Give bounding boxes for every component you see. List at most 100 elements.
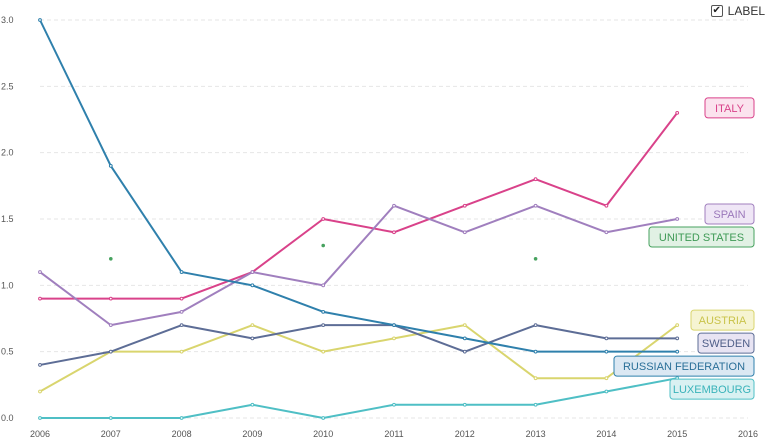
series-label-box bbox=[704, 97, 755, 119]
data-point bbox=[533, 257, 538, 261]
series-austria bbox=[38, 323, 680, 394]
data-point bbox=[38, 296, 42, 301]
label-toggle[interactable]: ✔ LABEL bbox=[710, 4, 765, 18]
data-point bbox=[250, 336, 255, 341]
series-label-box bbox=[690, 309, 755, 331]
series-label-text: SPAIN bbox=[713, 209, 745, 221]
series-line-italy bbox=[39, 111, 679, 300]
data-point bbox=[250, 283, 255, 288]
data-point bbox=[321, 349, 326, 354]
data-point bbox=[108, 416, 113, 420]
series-label-box bbox=[613, 355, 755, 377]
y-tick-label: 3.0 bbox=[1, 15, 14, 25]
data-point bbox=[675, 110, 680, 115]
data-point bbox=[179, 296, 184, 301]
data-point bbox=[38, 270, 42, 274]
data-point bbox=[108, 296, 113, 301]
data-point bbox=[38, 416, 42, 420]
data-point bbox=[108, 323, 113, 328]
data-point bbox=[675, 217, 680, 221]
y-tick-label: 2.5 bbox=[1, 81, 14, 91]
series-label-text: RUSSIAN FEDERATION bbox=[623, 361, 745, 373]
data-point bbox=[533, 402, 538, 407]
data-point bbox=[462, 402, 467, 407]
data-point bbox=[392, 402, 396, 407]
data-point bbox=[462, 230, 467, 235]
data-point bbox=[533, 349, 538, 354]
data-point bbox=[392, 323, 396, 328]
x-tick-label: 2012 bbox=[455, 429, 475, 439]
x-tick-label: 2011 bbox=[384, 429, 403, 439]
series-layer bbox=[38, 18, 750, 420]
x-tick-label: 2010 bbox=[313, 429, 333, 439]
data-point bbox=[533, 323, 538, 328]
data-point bbox=[179, 270, 184, 274]
data-point bbox=[321, 217, 326, 221]
series-label-box bbox=[648, 226, 755, 248]
series-italy bbox=[38, 110, 680, 301]
x-tick-label: 2014 bbox=[596, 429, 616, 439]
x-tick-label: 2009 bbox=[242, 429, 262, 439]
data-point bbox=[604, 349, 609, 354]
series-sweden bbox=[38, 323, 680, 367]
series-label-austria: AUSTRIA bbox=[690, 309, 755, 331]
series-label-text: ITALY bbox=[715, 103, 745, 115]
data-point bbox=[675, 349, 680, 354]
data-point bbox=[321, 243, 326, 248]
x-tick-label: 2008 bbox=[172, 429, 192, 439]
y-tick-label: 0.5 bbox=[1, 347, 14, 357]
data-point bbox=[392, 336, 396, 341]
data-point bbox=[675, 336, 680, 341]
label-checkbox[interactable]: ✔ bbox=[710, 5, 723, 17]
series-label-box bbox=[669, 378, 755, 400]
x-tick-label: 2007 bbox=[101, 429, 121, 439]
data-point bbox=[604, 389, 609, 394]
data-point bbox=[392, 230, 396, 235]
data-point bbox=[533, 376, 538, 381]
data-point bbox=[321, 416, 326, 420]
data-point bbox=[533, 177, 538, 182]
y-tick-label: 1.0 bbox=[1, 280, 14, 290]
axis-layer: 0.0 0.5 1.0 1.5 2.0 2.5 3.0 2006 2007 2008 2009 201… bbox=[1, 15, 758, 439]
series-line-austria bbox=[39, 324, 679, 393]
data-point bbox=[250, 323, 255, 328]
series-label-luxembourg: LUXEMBOURG bbox=[669, 378, 755, 400]
x-tick-label: 2006 bbox=[30, 429, 50, 439]
data-point bbox=[462, 323, 467, 328]
series-spain bbox=[38, 203, 680, 328]
data-point bbox=[321, 309, 326, 314]
series-label-united-states: UNITED STATES bbox=[648, 226, 755, 248]
series-label-text: UNITED STATES bbox=[659, 232, 744, 244]
data-point bbox=[38, 18, 42, 22]
series-line-russian-federation bbox=[39, 19, 679, 353]
data-point bbox=[533, 203, 538, 208]
data-point bbox=[462, 203, 467, 208]
series-label-text: LUXEMBOURG bbox=[673, 384, 751, 396]
data-point bbox=[392, 203, 396, 208]
data-point bbox=[604, 230, 609, 235]
data-point bbox=[321, 283, 326, 288]
data-point bbox=[604, 203, 609, 208]
data-point bbox=[109, 257, 113, 261]
series-line-spain bbox=[39, 204, 679, 327]
data-point bbox=[179, 309, 184, 314]
data-point bbox=[108, 164, 113, 168]
series-russian-federation bbox=[38, 18, 680, 354]
data-point bbox=[179, 416, 184, 420]
x-tick-label: 2016 bbox=[738, 429, 758, 439]
data-point bbox=[462, 336, 467, 341]
data-point bbox=[179, 349, 184, 354]
data-point bbox=[321, 323, 326, 328]
label-toggle-text: LABEL bbox=[727, 4, 765, 18]
data-point bbox=[604, 336, 609, 341]
data-point bbox=[604, 376, 609, 381]
series-label-italy: ITALY bbox=[704, 97, 755, 119]
x-tick-label: 2015 bbox=[667, 429, 687, 439]
data-point bbox=[250, 402, 255, 407]
x-tick-label: 2013 bbox=[526, 429, 546, 439]
data-point bbox=[179, 323, 184, 328]
series-label-box bbox=[697, 332, 755, 354]
data-point bbox=[38, 389, 42, 394]
data-point bbox=[675, 323, 680, 328]
series-line-luxembourg bbox=[39, 377, 679, 419]
